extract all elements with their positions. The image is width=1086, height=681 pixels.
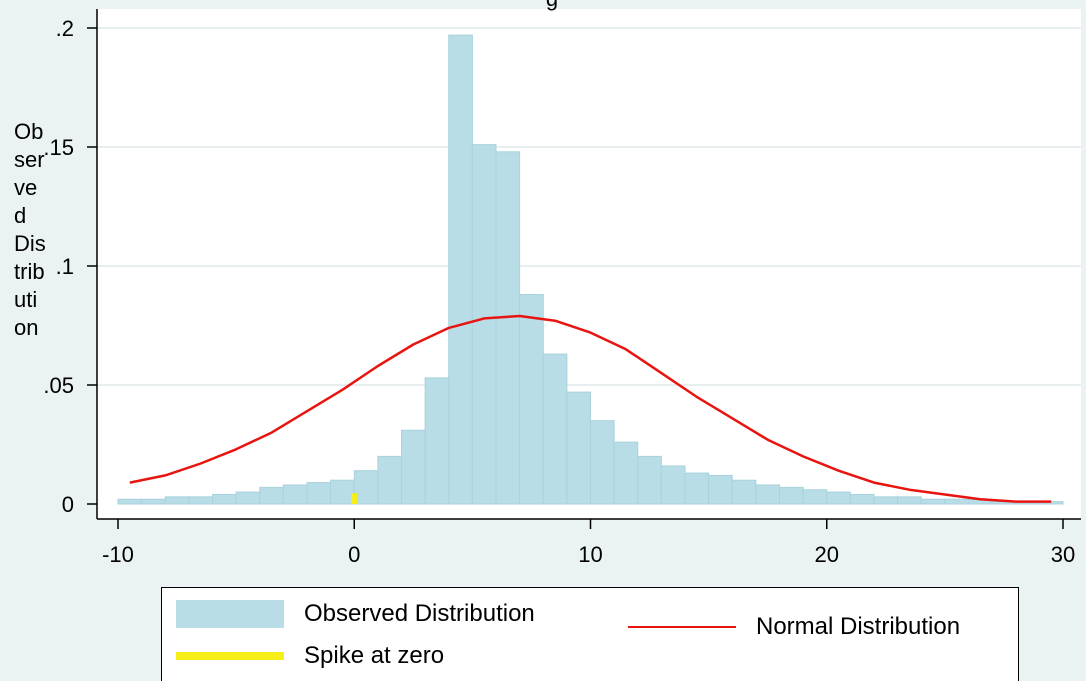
axes [96,9,1081,520]
bar-3 [188,496,213,505]
bar-34 [920,498,946,505]
legend-label-spike: Spike at zero [304,642,445,669]
y-ticks: 0 .05 .1 .15 .2 [43,16,97,517]
bar-0 [117,498,143,505]
bar-26 [731,479,757,505]
legend: Observed Distribution Normal Distributio… [161,587,1019,681]
bar-5 [235,491,261,505]
bar-4 [212,493,237,505]
bar-32 [873,496,899,505]
bar-21 [613,441,639,505]
x-tick-label-1: 0 [348,542,360,567]
y-tick-label-0: 0 [62,492,74,517]
bar-7 [282,484,308,505]
x-tick-label-3: 20 [815,542,839,567]
gridlines [97,27,1081,386]
legend-swatch-spike [176,652,284,660]
bar-2 [164,496,190,505]
bar-28 [779,486,804,505]
spike-layer [351,493,358,504]
bar-11 [377,455,402,505]
bar-24 [684,472,710,505]
bar-23 [660,465,686,505]
y-tick-label-4: .2 [56,16,74,41]
bar-6 [259,486,284,505]
y-tick-label-1: .05 [43,373,74,398]
x-ticks: -10 0 10 20 30 [102,519,1075,567]
bar-1 [141,498,166,505]
histogram-bars [117,34,1064,505]
normal-curve-layer [129,314,1052,503]
bar-33 [897,496,922,505]
legend-item-observed: Observed Distribution [176,600,535,628]
bar-27 [755,484,780,505]
legend-item-spike: Spike at zero [176,642,444,670]
y-tick-label-2: .1 [56,254,74,279]
normal-distribution-line [129,314,1052,503]
bar-29 [802,489,828,505]
bar-9 [330,479,355,505]
bar-8 [306,482,332,505]
bar-10 [353,470,379,505]
bar-35 [944,498,969,505]
bar-18 [542,353,568,505]
bar-19 [566,391,591,505]
legend-label-normal: Normal Distribution [756,613,961,640]
legend-item-normal: Normal Distribution [628,613,960,641]
bar-30 [826,491,851,505]
bar-31 [849,493,875,505]
y-tick-label-3: .15 [43,135,74,160]
bar-12 [401,429,426,505]
x-tick-label-2: 10 [578,542,602,567]
bar-16 [495,151,521,505]
bar-14 [448,34,473,505]
chart-title-fragment: g [546,0,558,11]
bar-25 [708,474,733,505]
legend-swatch-normal [628,626,736,628]
x-tick-label-4: 30 [1051,542,1075,567]
bar-17 [519,294,544,505]
y-axis-label: Observed Distribution [14,119,46,340]
legend-label-observed: Observed Distribution [304,600,535,627]
bar-13 [424,377,450,505]
x-tick-label-0: -10 [102,542,134,567]
chart: -10 0 10 20 30 0 .05 .1 .15 .2 g [43,0,1081,567]
bar-22 [637,455,662,505]
bar-20 [590,420,615,505]
legend-swatch-observed [176,600,284,628]
bar-15 [471,144,497,505]
spike-at-zero-mark [351,493,358,504]
